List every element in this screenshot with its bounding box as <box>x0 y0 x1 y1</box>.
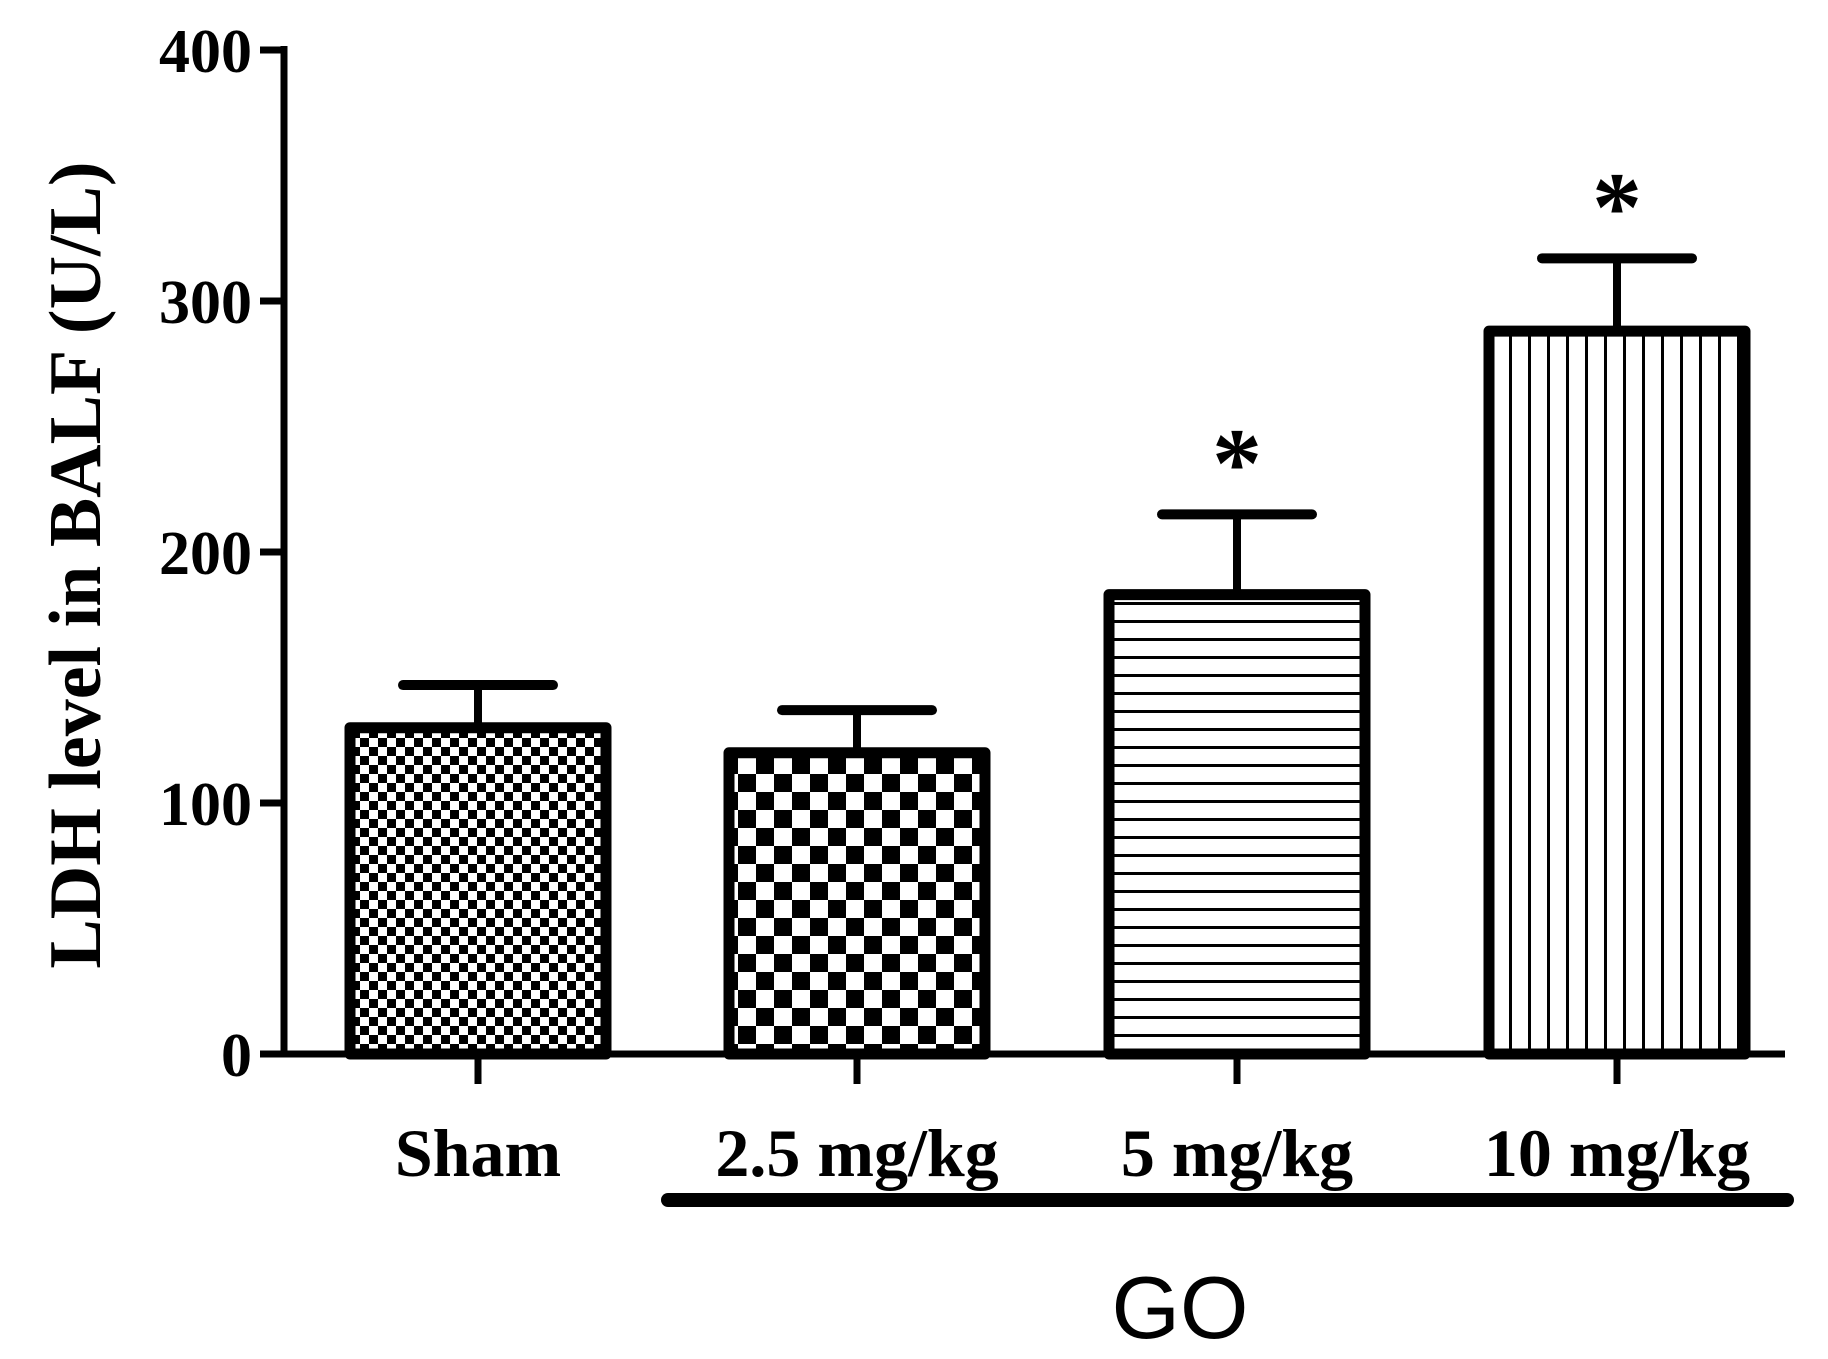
y-tick-label-400: 400 <box>159 18 252 86</box>
significance-marker-5-mg-kg: * <box>1212 407 1262 518</box>
x-ticks: Sham 2.5 mg/kg 5 mg/kg 10 mg/kg <box>395 1054 1750 1191</box>
bar-5-mg-kg <box>1103 589 1371 1060</box>
group-annotation: GO <box>661 1193 1794 1357</box>
x-tick-label-2-5-mg-kg: 2.5 mg/kg <box>715 1115 998 1191</box>
y-ticks: 0 100 200 300 400 <box>159 18 284 1090</box>
y-axis-label: LDH level in BALF (U/L) <box>35 161 117 968</box>
y-axis-title: LDH level in BALF (U/L) <box>35 161 117 968</box>
significance-marker-10-mg-kg: * <box>1592 151 1642 262</box>
bar-10-mg-kg <box>1483 325 1751 1060</box>
x-tick-label-sham: Sham <box>395 1115 561 1191</box>
bars: ** <box>344 151 1751 1060</box>
y-tick-label-200: 200 <box>159 520 252 588</box>
y-tick-label-0: 0 <box>221 1022 252 1090</box>
group-label: GO <box>1112 1258 1249 1357</box>
y-tick-label-100: 100 <box>159 771 252 839</box>
y-tick-label-300: 300 <box>159 269 252 337</box>
x-tick-label-10-mg-kg: 10 mg/kg <box>1484 1115 1750 1191</box>
x-tick-label-5-mg-kg: 5 mg/kg <box>1121 1115 1353 1191</box>
bar-sham <box>344 722 612 1060</box>
bar-2-5-mg-kg <box>723 747 991 1060</box>
